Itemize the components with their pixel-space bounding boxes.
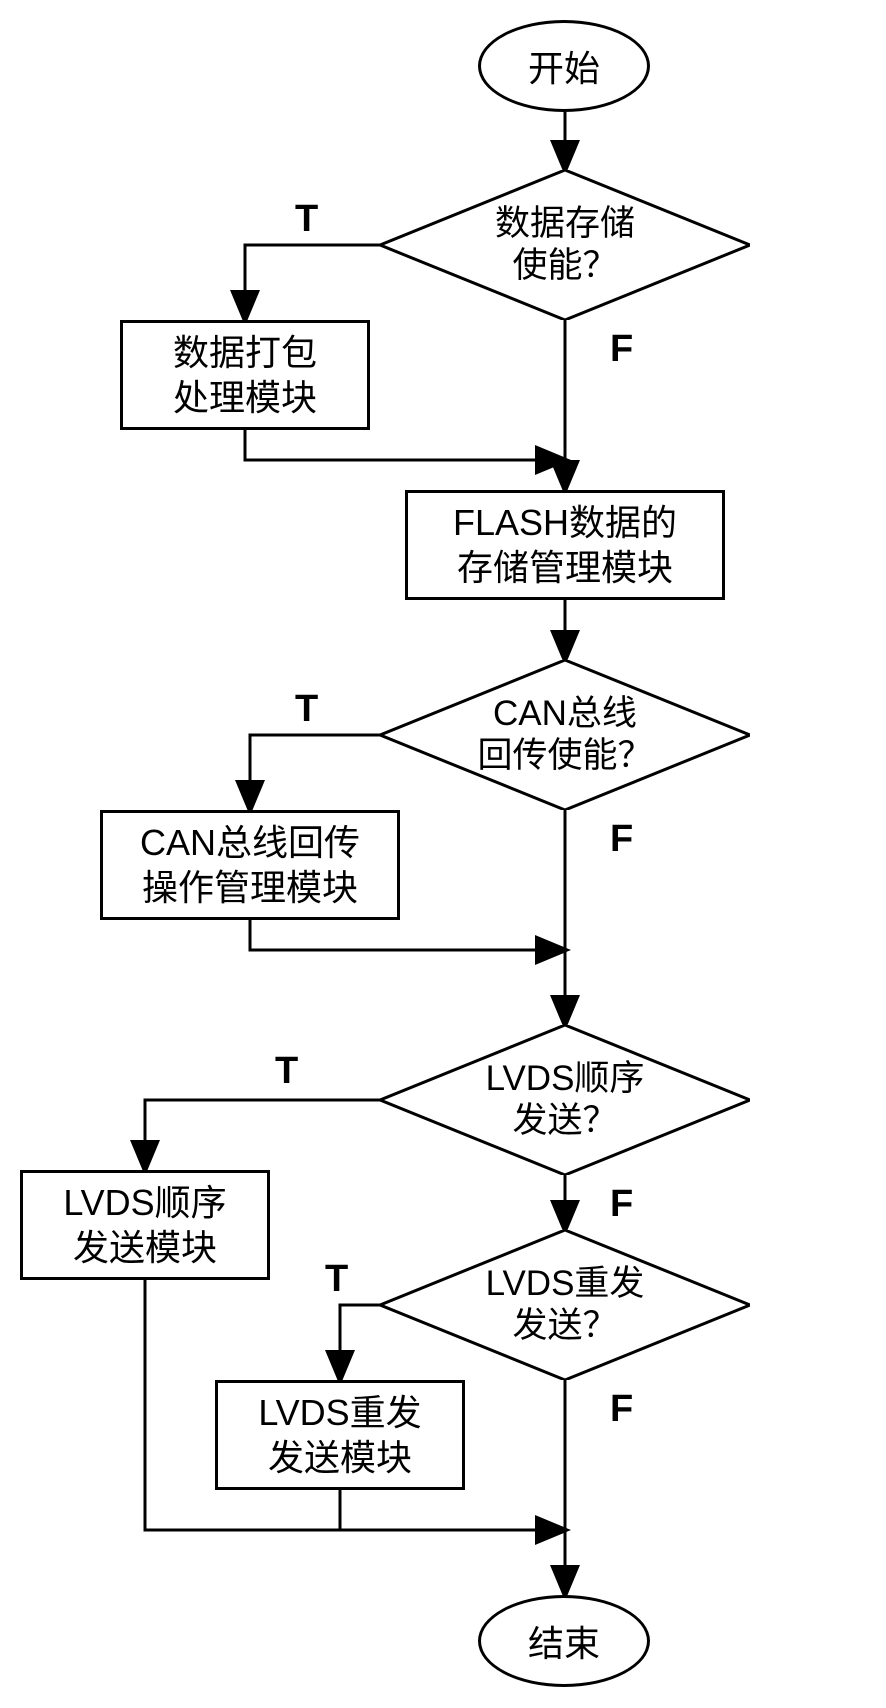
process-flash-storage: FLASH数据的存储管理模块	[405, 490, 725, 600]
label-f1: F	[610, 328, 633, 371]
process-lvds-resend: LVDS重发发送模块	[215, 1380, 465, 1490]
dec4-label: LVDS重发发送？	[486, 1263, 645, 1347]
label-t3: T	[275, 1050, 298, 1093]
label-f3: F	[610, 1183, 633, 1226]
label-f2: F	[610, 818, 633, 861]
dec3-label: LVDS顺序发送？	[486, 1058, 645, 1142]
label-t1: T	[295, 198, 318, 241]
decision-data-store-enable: 数据存储使能？	[380, 170, 750, 320]
decision-can-bus-enable: CAN总线回传使能？	[380, 660, 750, 810]
proc2-label: FLASH数据的存储管理模块	[453, 500, 677, 590]
process-data-pack: 数据打包处理模块	[120, 320, 370, 430]
start-node: 开始	[478, 20, 650, 112]
decision-lvds-resend: LVDS重发发送？	[380, 1230, 750, 1380]
label-t2: T	[295, 688, 318, 731]
dec2-label: CAN总线回传使能？	[477, 693, 652, 777]
end-label: 结束	[528, 1615, 600, 1667]
start-label: 开始	[528, 40, 600, 92]
end-node: 结束	[478, 1595, 650, 1687]
label-t4: T	[325, 1258, 348, 1301]
proc4-label: LVDS顺序发送模块	[63, 1180, 226, 1270]
dec1-label: 数据存储使能？	[495, 203, 635, 287]
proc1-label: 数据打包处理模块	[173, 330, 317, 420]
label-f4: F	[610, 1388, 633, 1431]
process-can-bus-return: CAN总线回传操作管理模块	[100, 810, 400, 920]
process-lvds-sequential: LVDS顺序发送模块	[20, 1170, 270, 1280]
proc5-label: LVDS重发发送模块	[258, 1390, 421, 1480]
proc3-label: CAN总线回传操作管理模块	[140, 820, 360, 910]
decision-lvds-sequential: LVDS顺序发送？	[380, 1025, 750, 1175]
